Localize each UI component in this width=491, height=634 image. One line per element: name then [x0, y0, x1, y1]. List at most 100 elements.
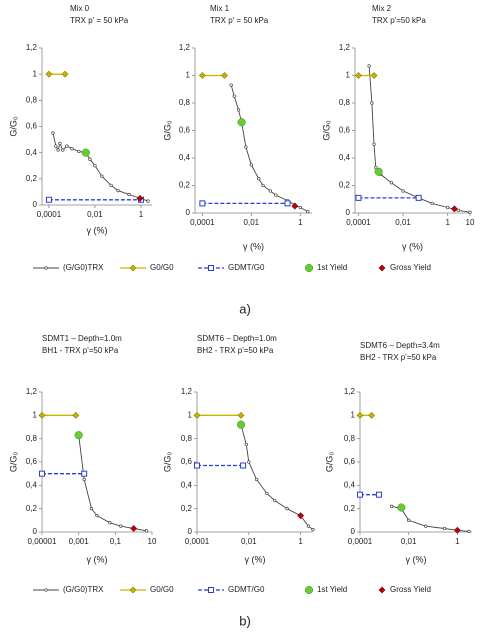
legend-label: (G/G0)TRX: [63, 585, 104, 594]
point: [284, 200, 291, 207]
point: [297, 512, 305, 520]
point: [372, 142, 376, 146]
point: [144, 529, 149, 533]
y-tick-label: 0,6: [339, 126, 351, 135]
legend-label: (G/G0)TRX: [63, 263, 104, 272]
y-tick-label: 0,4: [339, 153, 351, 162]
y-tick-label: 0,4: [26, 148, 38, 157]
point: [257, 176, 261, 181]
chart-subtitle: BH2 - TRX p'=50 kPa: [197, 346, 274, 355]
y-tick-label: 1: [33, 410, 38, 419]
point: [407, 518, 411, 522]
point: [65, 144, 69, 148]
legend-marker: [44, 588, 48, 592]
point: [265, 491, 269, 496]
point: [261, 183, 265, 188]
point: [232, 94, 236, 98]
point: [119, 524, 123, 528]
chart-subtitle: TRX p' = 50 kPa: [210, 16, 269, 25]
y-tick-label: 0,4: [344, 480, 356, 489]
point: [89, 507, 94, 511]
point: [58, 141, 62, 146]
point: [401, 189, 405, 193]
point: [51, 131, 55, 135]
panel-label: a): [239, 301, 251, 316]
y-tick-label: 1: [188, 410, 193, 419]
point: [357, 491, 363, 498]
x-tick-label: 1: [298, 218, 303, 227]
chart-subtitle: TRX p' = 50 kPa: [70, 16, 129, 25]
chart-title: Mix 1: [210, 4, 230, 13]
x-tick-label: 0,01: [395, 218, 411, 227]
x-tick-label: 0,01: [401, 537, 417, 546]
point: [254, 477, 259, 482]
point: [93, 164, 97, 168]
y-axis-label: G/G₀: [162, 452, 172, 473]
legend-label: GDMT/G0: [228, 585, 265, 594]
y-tick-label: 0: [33, 527, 38, 536]
point: [355, 194, 362, 201]
point: [61, 148, 65, 152]
y-tick-label: 0,8: [179, 98, 191, 107]
x-tick-label: 1: [298, 537, 303, 546]
point: [424, 524, 428, 528]
point: [356, 411, 364, 419]
legend-label: Gross Yield: [390, 263, 431, 272]
legend-marker: [129, 586, 137, 594]
point: [244, 442, 248, 447]
point: [108, 521, 112, 525]
yield-point: [236, 420, 246, 429]
point: [100, 174, 104, 178]
y-tick-label: 1,2: [26, 43, 38, 52]
chart-title: SDMT6 – Depth=1.0m: [197, 334, 277, 343]
y-tick-label: 0,6: [344, 457, 356, 466]
y-tick-label: 0,4: [26, 480, 38, 489]
point: [370, 101, 374, 105]
point: [88, 157, 92, 161]
y-tick-label: 1,2: [179, 43, 191, 52]
chart-title: Mix 0: [70, 4, 90, 13]
point: [237, 411, 245, 419]
y-tick-label: 1: [186, 71, 191, 80]
y-tick-label: 0,6: [26, 457, 38, 466]
point: [306, 209, 310, 214]
legend-marker: [44, 266, 48, 270]
y-tick-label: 1,2: [26, 387, 38, 396]
point: [273, 498, 277, 503]
legend-marker: [208, 587, 214, 593]
y-tick-label: 1,2: [339, 43, 351, 52]
legend-marker: [208, 265, 214, 271]
legend-marker: [378, 586, 386, 594]
x-axis-label: γ (%): [245, 554, 266, 564]
y-tick-label: 0,6: [179, 126, 191, 135]
chart-subtitle: TRX p'=50 kPa: [372, 16, 426, 25]
y-axis-label: G/G₀: [8, 116, 18, 137]
chart-title: SDMT6 – Depth=3.4m: [360, 341, 440, 350]
point: [198, 72, 206, 79]
point: [38, 411, 46, 419]
y-tick-label: 0: [188, 527, 193, 536]
x-axis-label: γ (%): [87, 554, 108, 564]
point: [375, 491, 382, 498]
y-tick-label: 0,2: [344, 504, 356, 513]
point: [467, 529, 471, 534]
point: [146, 199, 150, 203]
point: [45, 196, 52, 203]
y-tick-label: 1,2: [344, 387, 356, 396]
point: [244, 145, 248, 149]
point: [193, 411, 201, 419]
point: [236, 108, 241, 112]
y-tick-label: 1: [33, 69, 38, 78]
x-tick-label: 0,1: [110, 537, 122, 546]
y-tick-label: 0,6: [181, 457, 193, 466]
series-line: [78, 435, 147, 532]
x-tick-label: 0,0001: [190, 218, 215, 227]
point: [39, 470, 45, 477]
point: [45, 70, 53, 78]
point: [311, 528, 315, 532]
y-tick-label: 0,2: [339, 181, 351, 190]
x-axis-label: γ (%): [406, 554, 427, 564]
panel-label: b): [239, 613, 251, 628]
point: [368, 411, 376, 419]
